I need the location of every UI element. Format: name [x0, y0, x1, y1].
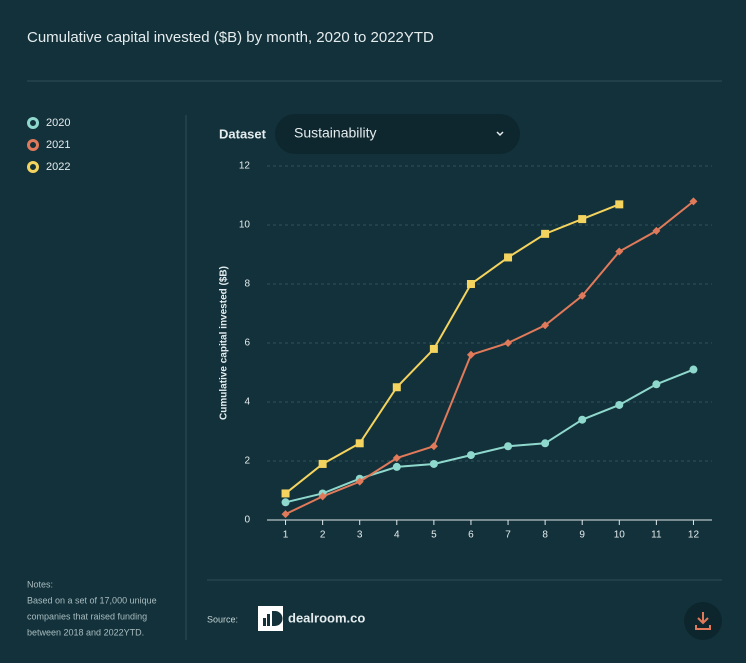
- marker: [318, 459, 327, 468]
- marker: [466, 280, 475, 288]
- title: Cumulative capital invested ($B) by mont…: [27, 29, 434, 46]
- dataset-dropdown[interactable]: Sustainability: [275, 114, 520, 154]
- series-line: [285, 368, 694, 504]
- x-tick-label: 6: [468, 530, 474, 541]
- x-tick-label: 8: [542, 530, 548, 541]
- y-tick-label: 6: [244, 338, 250, 349]
- marker: [689, 197, 698, 206]
- marker: [281, 510, 290, 519]
- marker: [615, 200, 624, 209]
- marker: [429, 344, 438, 353]
- marker: [615, 247, 624, 256]
- y-tick-label: 12: [239, 161, 251, 172]
- marker: [652, 380, 661, 389]
- y-tick-label: 4: [244, 397, 250, 408]
- legend-label: 2020: [46, 117, 70, 129]
- marker: [578, 291, 587, 300]
- x-tick-label: 10: [614, 530, 626, 541]
- y-tick-label: 10: [239, 220, 251, 231]
- marker: [392, 454, 401, 463]
- x-tick-label: 11: [651, 530, 662, 541]
- download-icon: [695, 612, 711, 630]
- chevron: [496, 131, 504, 137]
- x-tick-label: 5: [431, 530, 437, 541]
- notes-line: companies that raised funding: [27, 611, 147, 621]
- x-tick-label: 1: [283, 530, 289, 541]
- dropdown-box[interactable]: [275, 114, 520, 154]
- x-tick-label: 12: [688, 530, 700, 541]
- notes-label: Notes:: [27, 579, 53, 589]
- series-line: [285, 200, 695, 516]
- marker: [541, 439, 550, 448]
- marker: [541, 321, 550, 330]
- y-tick-label: 0: [244, 515, 250, 526]
- marker: [429, 459, 438, 468]
- y-tick-label: 8: [244, 279, 250, 290]
- x-tick-label: 7: [505, 530, 511, 541]
- marker: [466, 350, 475, 359]
- marker: [578, 215, 587, 224]
- marker: [355, 439, 364, 448]
- legend-label: 2022: [46, 161, 70, 173]
- legend-label: 2021: [46, 139, 70, 151]
- marker: [429, 442, 438, 451]
- marker: [541, 229, 550, 238]
- series-line: [284, 203, 620, 495]
- marker: [504, 339, 513, 347]
- x-tick-label: 3: [357, 530, 363, 541]
- marker: [281, 498, 290, 507]
- marker: [578, 415, 587, 424]
- marker: [281, 489, 290, 498]
- source-label: Source:: [207, 614, 238, 624]
- marker: [689, 365, 698, 374]
- marker: [392, 383, 401, 392]
- y-axis-label: Cumulative capital invested ($B): [219, 266, 230, 420]
- marker: [504, 442, 513, 451]
- marker: [466, 451, 475, 460]
- marker: [615, 400, 624, 409]
- notes-line: Based on a set of 17,000 unique: [27, 595, 157, 605]
- marker: [318, 492, 327, 501]
- marker: [652, 226, 661, 235]
- marker: [355, 477, 364, 486]
- marker: [392, 462, 401, 471]
- x-tick-label: 4: [394, 530, 400, 541]
- x-tick-label: 9: [579, 530, 585, 541]
- legend-swatch: [27, 117, 39, 129]
- legend-swatch: [27, 139, 39, 151]
- y-tick-label: 2: [244, 456, 250, 467]
- legend-swatch: [27, 161, 39, 173]
- x-tick-label: 2: [320, 530, 326, 541]
- download-button[interactable]: [684, 602, 722, 640]
- brand: dealroom.co: [288, 610, 365, 625]
- dropdown-value[interactable]: Sustainability: [294, 125, 377, 141]
- logo-glyph: [263, 611, 283, 626]
- marker: [504, 253, 513, 262]
- notes-line: between 2018 and 2022YTD.: [27, 627, 144, 637]
- dataset-label: Dataset: [219, 126, 267, 141]
